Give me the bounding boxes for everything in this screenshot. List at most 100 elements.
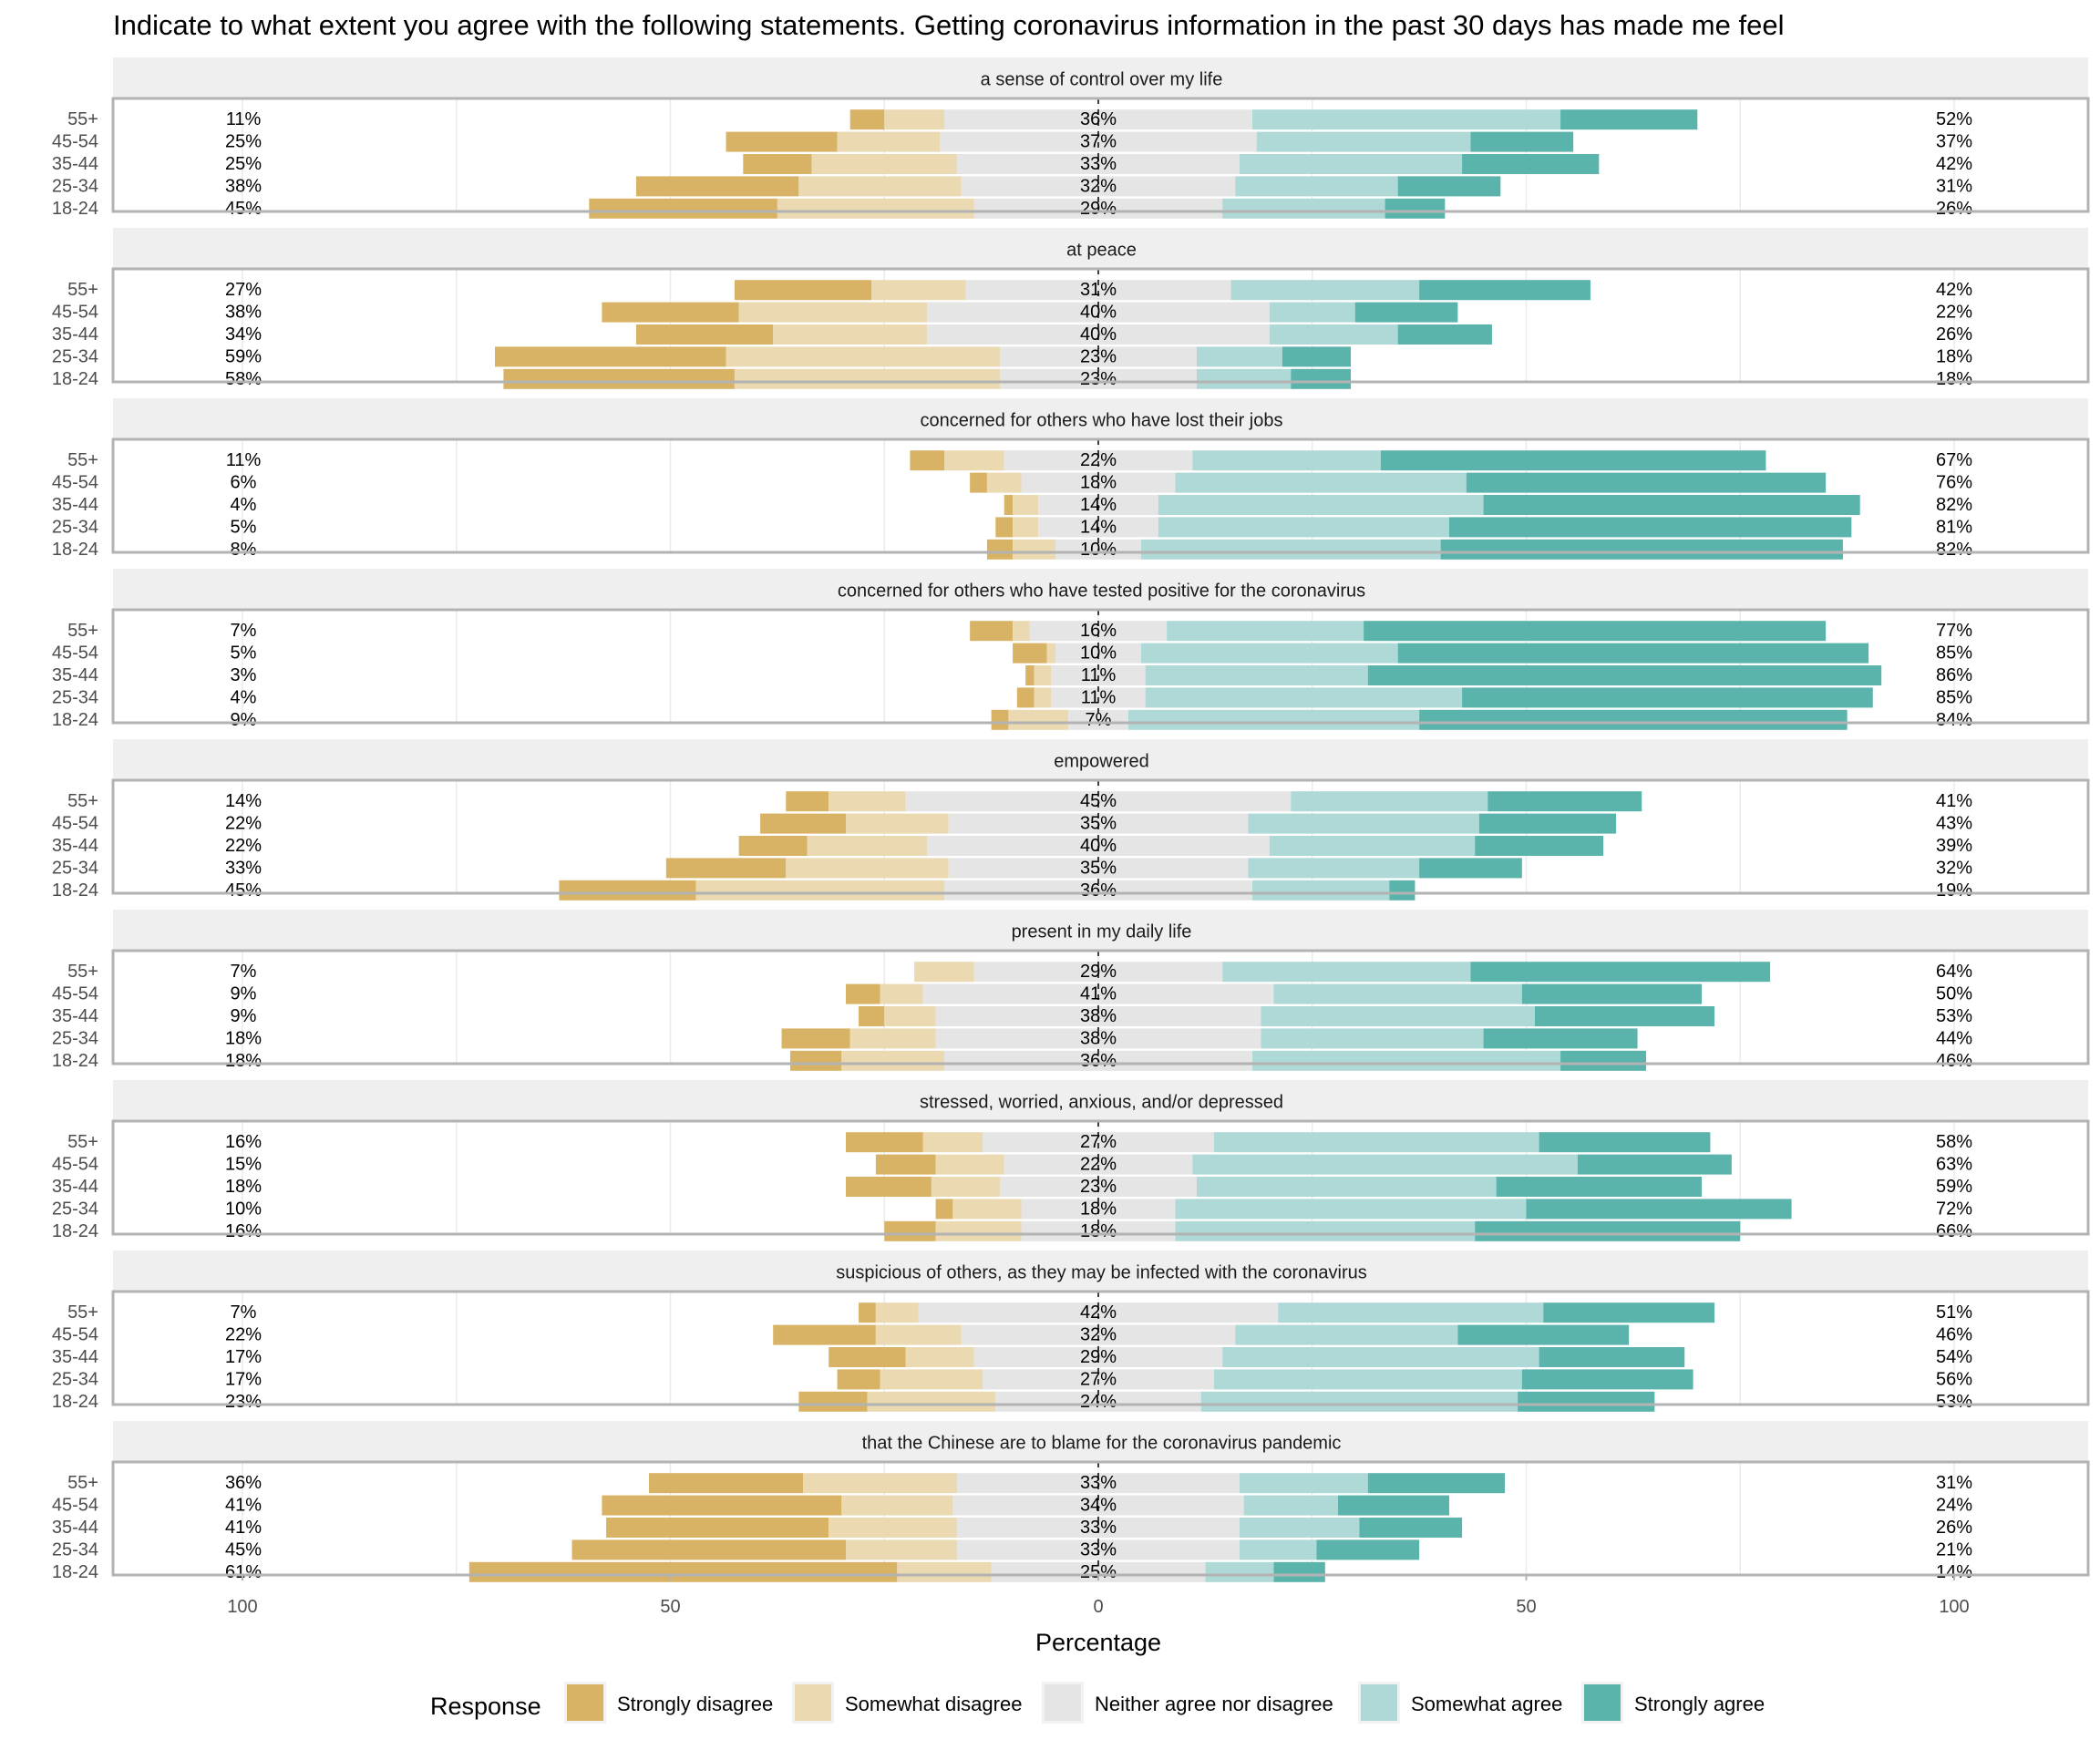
bar-segment: [1337, 1495, 1449, 1516]
bar-segment: [695, 880, 944, 901]
left-pct-label: 23%: [225, 1392, 262, 1412]
y-tick-label: 18-24: [52, 540, 98, 560]
bar-segment: [1029, 621, 1168, 642]
bar-segment: [1397, 643, 1869, 664]
right-pct-label: 44%: [1936, 1028, 1972, 1048]
center-pct-label: 35%: [1080, 814, 1117, 834]
bar-segment: [777, 198, 974, 219]
bar-segment: [602, 1495, 842, 1516]
bar-segment: [1013, 517, 1039, 538]
bar-segment: [1252, 880, 1390, 901]
legend-swatch-strongly-disagree: [564, 1682, 606, 1724]
bar-segment: [875, 1324, 962, 1345]
right-pct-label: 86%: [1936, 665, 1972, 685]
center-pct-label: 36%: [1080, 109, 1117, 129]
y-tick-label: 25-34: [52, 176, 98, 196]
bar-segment: [1021, 472, 1176, 493]
left-pct-label: 18%: [225, 1177, 262, 1197]
left-pct-label: 41%: [225, 1496, 262, 1516]
bar-segment: [1196, 368, 1292, 389]
y-tick-label: 45-54: [52, 473, 98, 493]
panel-border: [111, 267, 2090, 384]
left-pct-label: 38%: [225, 303, 262, 323]
right-pct-label: 66%: [1936, 1221, 1972, 1241]
panel-border: [111, 438, 2090, 554]
y-tick-label: 45-54: [52, 303, 98, 323]
bar-segment: [1269, 302, 1355, 323]
y-tick-label: 55+: [67, 450, 98, 470]
left-pct-label: 11%: [226, 450, 262, 470]
y-tick-label: 35-44: [52, 836, 98, 856]
left-pct-label: 16%: [225, 1221, 262, 1241]
bar-segment: [503, 368, 735, 389]
y-tick-label: 55+: [67, 791, 98, 811]
bar-segment: [943, 109, 1253, 130]
bar-segment: [1291, 368, 1352, 389]
right-pct-label: 72%: [1936, 1199, 1972, 1219]
left-pct-label: 45%: [225, 1539, 262, 1560]
bar-segment: [1397, 176, 1501, 197]
bar-segment: [970, 472, 987, 493]
bar-segment: [1175, 1199, 1527, 1220]
bar-segment: [786, 858, 949, 879]
facet-label: concerned for others who have lost their…: [921, 411, 1283, 431]
left-pct-label: 9%: [231, 1006, 257, 1026]
bar-segment: [781, 1028, 850, 1049]
y-tick-label: 45-54: [52, 814, 98, 834]
right-pct-label: 59%: [1936, 1177, 1972, 1197]
panel-border: [111, 778, 2090, 895]
center-pct-label: 41%: [1080, 984, 1117, 1004]
bar-segment: [922, 1132, 983, 1153]
y-tick-label: 18-24: [52, 710, 98, 730]
right-pct-label: 46%: [1936, 1051, 1972, 1071]
bar-segment: [1354, 302, 1458, 323]
left-pct-label: 3%: [231, 665, 257, 685]
facet-strip: [113, 228, 2088, 269]
bar-segment: [871, 280, 966, 301]
bar-segment: [875, 1302, 919, 1323]
bar-segment: [1534, 1006, 1715, 1026]
left-pct-label: 7%: [231, 962, 257, 982]
bar-segment: [495, 346, 726, 367]
bar-segment: [1016, 687, 1035, 708]
bar-segment: [880, 1369, 983, 1390]
panel-border: [111, 1119, 2090, 1236]
panel-border: [111, 949, 2090, 1065]
bar-segment: [1577, 1154, 1732, 1175]
left-pct-label: 33%: [225, 858, 262, 878]
y-tick-label: 45-54: [52, 984, 98, 1004]
legend-label: Somewhat agree: [1411, 1693, 1563, 1715]
left-pct-label: 17%: [225, 1369, 262, 1389]
bar-segment: [845, 1177, 932, 1197]
bar-segment: [1004, 450, 1193, 471]
y-tick-label: 18-24: [52, 1392, 98, 1412]
center-pct-label: 16%: [1080, 621, 1117, 641]
bar-segment: [1239, 1518, 1360, 1538]
left-pct-label: 7%: [231, 1302, 257, 1323]
bar-segment: [1560, 1050, 1646, 1071]
bar-segment: [589, 198, 777, 219]
bar-segment: [905, 1347, 974, 1367]
right-pct-label: 76%: [1936, 473, 1972, 493]
y-tick-label: 45-54: [52, 1325, 98, 1345]
left-pct-label: 58%: [225, 369, 262, 389]
right-pct-label: 77%: [1936, 621, 1972, 641]
facet-label: a sense of control over my life: [981, 70, 1223, 90]
bar-segment: [1521, 1369, 1693, 1390]
facet-strip: [113, 910, 2088, 951]
center-pct-label: 10%: [1080, 643, 1117, 664]
chart-title: Indicate to what extent you agree with t…: [113, 9, 1785, 41]
y-tick-label: 25-34: [52, 858, 98, 878]
bar-segment: [952, 1199, 1022, 1220]
bar-segment: [1543, 1302, 1715, 1323]
legend-swatch-somewhat-agree: [1358, 1682, 1400, 1724]
legend-swatch-strongly-agree: [1581, 1682, 1623, 1724]
center-pct-label: 34%: [1080, 1496, 1117, 1516]
bar-segment: [1243, 1495, 1338, 1516]
bar-segment: [635, 324, 774, 345]
bar-segment: [829, 1518, 958, 1538]
bar-segment: [965, 280, 1231, 301]
y-tick-label: 45-54: [52, 1496, 98, 1516]
center-pct-label: 42%: [1080, 1302, 1117, 1323]
y-tick-label: 35-44: [52, 1347, 98, 1367]
